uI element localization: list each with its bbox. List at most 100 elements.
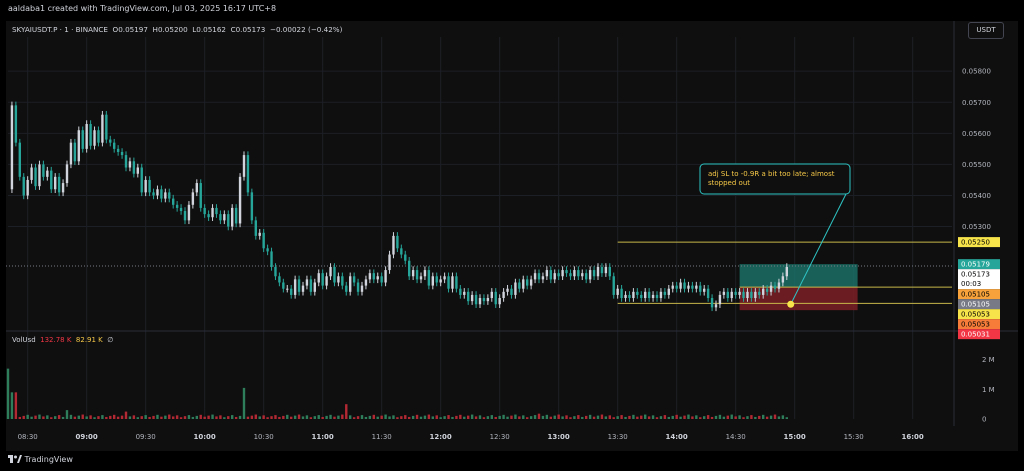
- volume-bar: [183, 416, 187, 419]
- candle-body: [195, 183, 198, 193]
- volume-bar: [404, 415, 407, 419]
- volume-bar: [647, 416, 651, 419]
- profit-zone[interactable]: [739, 264, 858, 288]
- volume-bar: [569, 417, 572, 419]
- volume-bar: [510, 415, 513, 419]
- volume-bar: [156, 414, 159, 419]
- candle-body: [148, 179, 151, 193]
- candle-body: [152, 192, 155, 196]
- candle-body: [553, 273, 556, 280]
- volume-bar: [65, 410, 69, 419]
- price-label[interactable]: [958, 269, 1000, 290]
- volume-bar: [242, 387, 246, 419]
- volume-bar: [585, 415, 588, 419]
- volume-bar: [608, 415, 611, 419]
- candle-body: [451, 276, 454, 289]
- candle-body: [762, 288, 765, 295]
- candle-body: [81, 130, 84, 149]
- candle-body: [54, 176, 57, 190]
- currency-button[interactable]: USDT: [968, 22, 1004, 39]
- candle-body: [266, 248, 269, 252]
- volume-bar: [278, 416, 281, 419]
- y-tick-label: 0.05400: [962, 192, 991, 200]
- volume-bar: [514, 414, 517, 419]
- x-tick-label: 09:00: [76, 433, 98, 441]
- price-label[interactable]: [958, 237, 1000, 248]
- volume-bar: [769, 415, 773, 419]
- candle-body: [34, 167, 37, 187]
- volume-bar: [482, 417, 486, 419]
- candle-body: [498, 298, 501, 305]
- volume-legend: VolUsd 132.78 K 82.91 K ∅: [12, 336, 113, 344]
- price-label[interactable]: [958, 329, 1000, 340]
- candle-body: [581, 273, 584, 277]
- candle-body: [231, 207, 234, 227]
- volume-bar: [101, 415, 104, 419]
- price-label[interactable]: [958, 259, 1000, 270]
- candle-body: [644, 291, 647, 299]
- candle-body: [124, 155, 128, 168]
- volume-bar: [89, 415, 92, 419]
- candle-body: [730, 291, 733, 299]
- candle-body: [541, 276, 545, 280]
- candle-body: [223, 214, 226, 221]
- loss-zone[interactable]: [739, 287, 858, 311]
- volume-bar: [203, 416, 206, 419]
- volume-bar: [392, 415, 395, 419]
- x-tick-label: 10:00: [194, 433, 216, 441]
- volume-bar: [54, 416, 57, 419]
- candle-body: [105, 114, 108, 140]
- volume-bar: [42, 416, 45, 419]
- x-tick-label: 11:30: [372, 433, 392, 441]
- candle-body: [620, 288, 623, 299]
- candle-body: [215, 207, 218, 215]
- candle-body: [404, 254, 407, 261]
- candle-body: [297, 279, 301, 292]
- volume-tick-label: 0: [982, 416, 986, 424]
- candle-body: [191, 192, 195, 205]
- candle-body: [640, 294, 643, 299]
- volume-bar: [325, 415, 328, 419]
- volume-bar: [309, 417, 313, 419]
- volume-bar: [26, 414, 29, 419]
- tradingview-logo[interactable]: TradingView: [8, 455, 73, 464]
- candle-body: [636, 291, 639, 295]
- volume-bar: [81, 414, 84, 419]
- candle-body: [439, 279, 442, 283]
- price-label[interactable]: [958, 309, 1000, 320]
- candle-body: [109, 139, 112, 143]
- volume-bar: [581, 416, 584, 419]
- x-tick-label: 15:00: [784, 433, 806, 441]
- x-tick-label: 15:30: [844, 433, 864, 441]
- price-label[interactable]: [958, 319, 1000, 330]
- candle-body: [65, 164, 69, 184]
- volume-bar: [522, 415, 525, 419]
- volume-bar: [274, 415, 277, 419]
- volume-bar: [699, 417, 702, 419]
- volume-bar: [262, 415, 265, 419]
- candle-body: [738, 291, 741, 295]
- price-label[interactable]: [958, 289, 1000, 300]
- volume-bar: [30, 416, 33, 419]
- candle-body: [482, 298, 486, 302]
- candle-body: [203, 207, 206, 215]
- chart-frame[interactable]: 0.05800 0.05700 0.05600 0.05500 0.05400 0.053…: [6, 21, 1018, 451]
- candle-body: [750, 291, 753, 299]
- candle-body: [655, 294, 659, 299]
- candle-body: [85, 124, 88, 149]
- chart-canvas[interactable]: 0.05800 0.05700 0.05600 0.05500 0.05400 0.053…: [6, 21, 1018, 451]
- candle-body: [569, 273, 572, 277]
- entry-marker[interactable]: [787, 300, 795, 308]
- volume-bar: [266, 417, 269, 419]
- candle-body: [26, 179, 29, 196]
- volume-bar: [730, 414, 733, 419]
- price-label[interactable]: [958, 299, 1000, 310]
- candle-body: [329, 266, 332, 277]
- candle-body: [309, 279, 313, 292]
- candle-body: [325, 276, 328, 286]
- candle-body: [238, 176, 242, 224]
- candle-body: [93, 130, 96, 146]
- candle-body: [773, 285, 777, 289]
- annotation-box[interactable]: [699, 163, 851, 195]
- volume-bar: [270, 416, 273, 419]
